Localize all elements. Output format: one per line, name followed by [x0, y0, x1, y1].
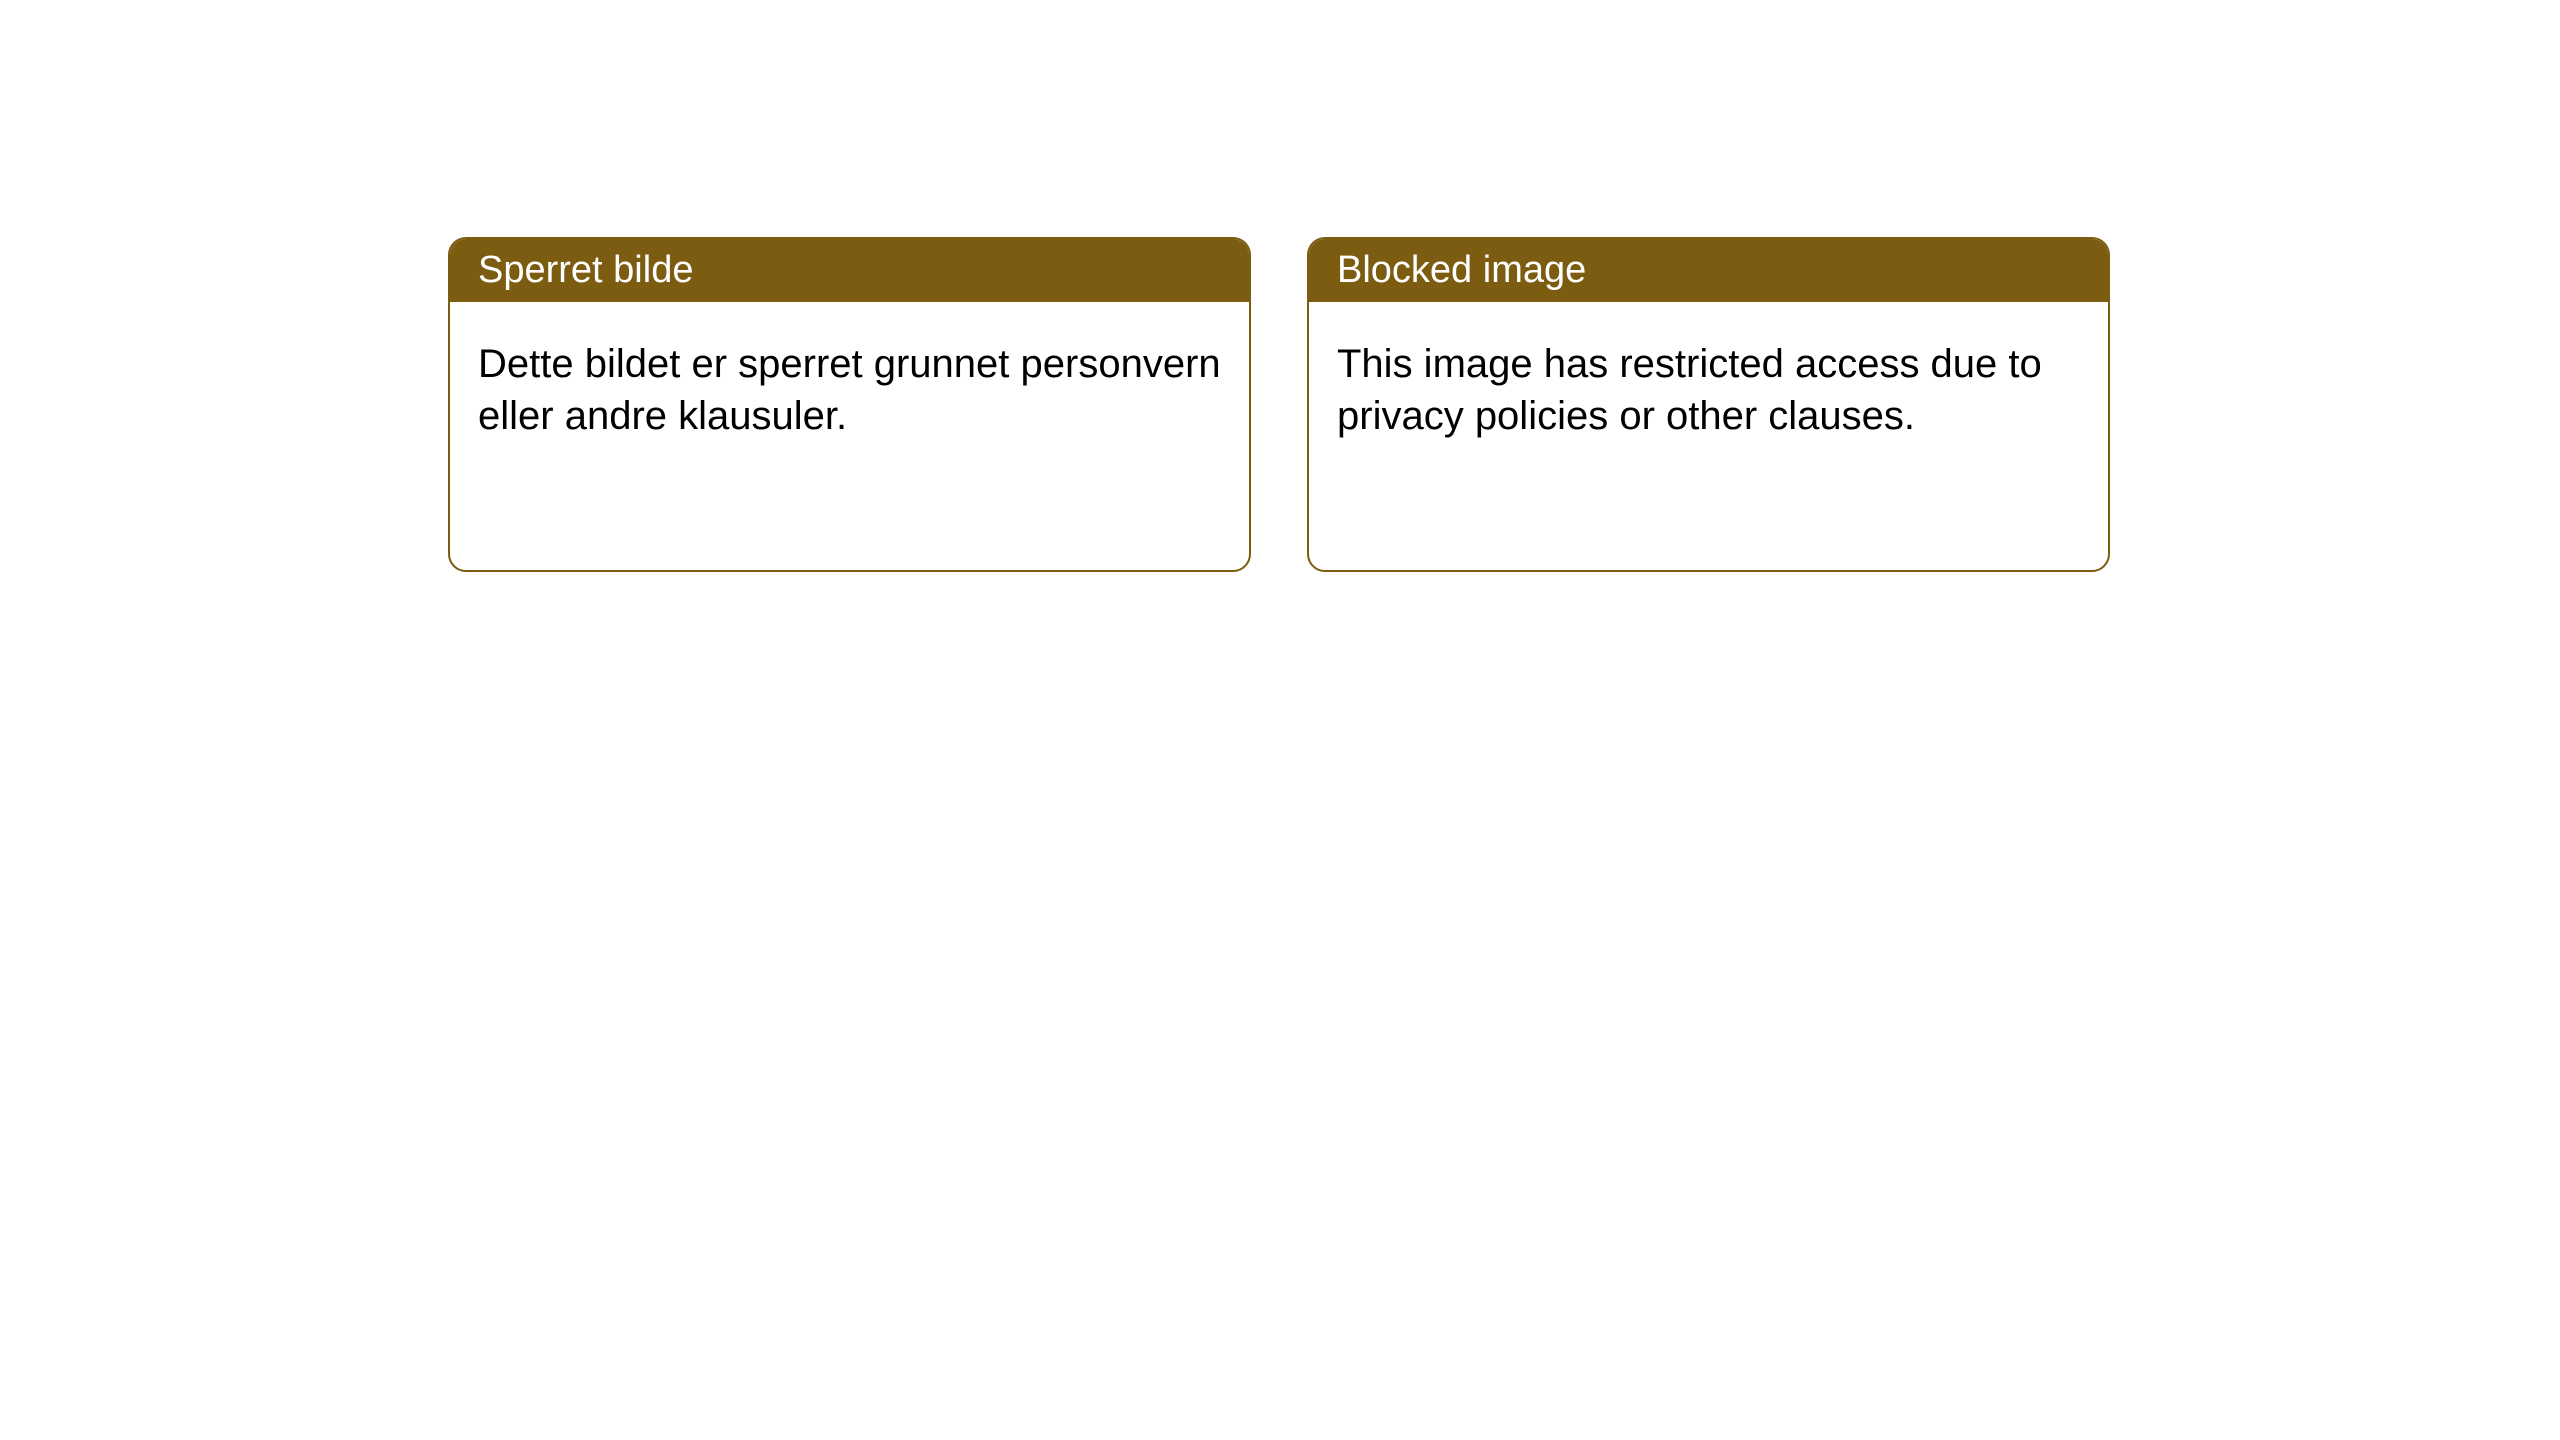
- notice-body: This image has restricted access due to …: [1309, 302, 2108, 478]
- notice-header: Blocked image: [1309, 239, 2108, 302]
- notice-card-english: Blocked image This image has restricted …: [1307, 237, 2110, 572]
- notice-card-norwegian: Sperret bilde Dette bildet er sperret gr…: [448, 237, 1251, 572]
- notice-container: Sperret bilde Dette bildet er sperret gr…: [448, 237, 2110, 572]
- notice-body: Dette bildet er sperret grunnet personve…: [450, 302, 1249, 478]
- notice-header: Sperret bilde: [450, 239, 1249, 302]
